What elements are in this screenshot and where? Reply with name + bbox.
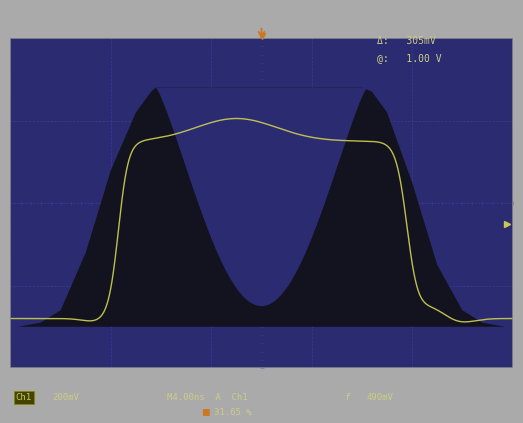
Text: 200mV: 200mV xyxy=(52,393,79,402)
Text: 490mV: 490mV xyxy=(366,393,393,402)
Text: M4.00ns  A  Ch1: M4.00ns A Ch1 xyxy=(167,393,248,402)
Bar xyxy=(10,38,513,368)
Polygon shape xyxy=(18,88,505,327)
Text: f: f xyxy=(345,393,350,402)
Text: 31.65 %: 31.65 % xyxy=(214,408,252,418)
Text: ■: ■ xyxy=(201,408,210,418)
Text: @:   1.00 V: @: 1.00 V xyxy=(377,53,441,63)
Text: Δ:   305mV: Δ: 305mV xyxy=(377,36,435,47)
Text: Ch1: Ch1 xyxy=(16,393,32,402)
Polygon shape xyxy=(156,88,367,306)
